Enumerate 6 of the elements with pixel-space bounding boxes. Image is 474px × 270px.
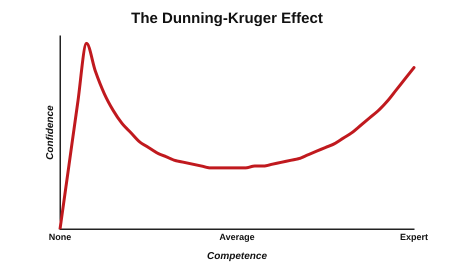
chart-title: The Dunning-Kruger Effect bbox=[131, 10, 323, 28]
x-axis-title: Competence bbox=[206, 250, 268, 262]
y-axis-title: Confidence bbox=[44, 104, 56, 160]
x-tick-label: Average bbox=[219, 232, 255, 242]
x-tick-label: Expert bbox=[400, 232, 428, 242]
x-tick-label: None bbox=[48, 232, 72, 242]
